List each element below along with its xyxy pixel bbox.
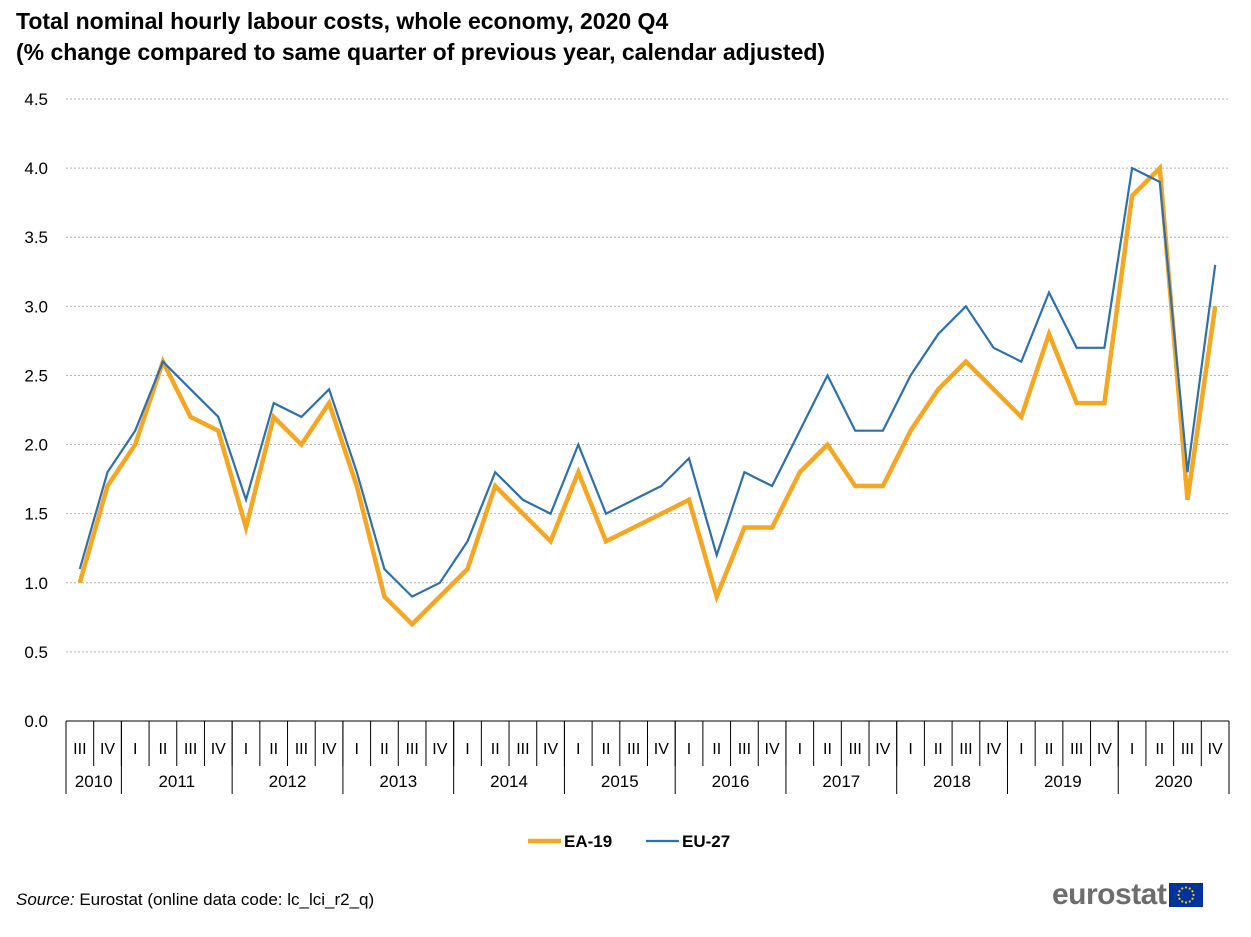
series-lines bbox=[77, 163, 1218, 628]
source-note: Source: Eurostat (online data code: lc_l… bbox=[16, 890, 374, 910]
flag-star bbox=[1177, 893, 1180, 897]
x-tick-label-quarter: III bbox=[1181, 741, 1194, 758]
x-tick-label-year: 2016 bbox=[712, 772, 750, 791]
x-tick-label-quarter: IV bbox=[875, 741, 890, 758]
x-tick-label-quarter: II bbox=[380, 741, 389, 758]
x-tick-label-quarter: II bbox=[1045, 741, 1054, 758]
x-tick-label-quarter: III bbox=[627, 741, 640, 758]
x-tick-label-quarter: IV bbox=[100, 741, 115, 758]
y-tick-label: 4.5 bbox=[24, 90, 48, 109]
x-tick-label-quarter: I bbox=[687, 741, 691, 758]
flag-star bbox=[1185, 901, 1188, 904]
series-line-eu-27 bbox=[78, 166, 1217, 598]
y-tick-label: 2.0 bbox=[24, 436, 48, 455]
x-tick-label-quarter: IV bbox=[1097, 741, 1112, 758]
y-tick-label: 3.0 bbox=[24, 297, 48, 316]
x-tick-label-quarter: I bbox=[244, 741, 248, 758]
y-tick-label: 4.0 bbox=[24, 159, 48, 178]
eurostat-logo-text: eurostat bbox=[1052, 878, 1167, 911]
series-line-ea-19 bbox=[77, 163, 1218, 628]
flag-star bbox=[1192, 893, 1195, 897]
x-tick-label-quarter: IV bbox=[765, 741, 780, 758]
x-tick-label-quarter: III bbox=[1070, 741, 1083, 758]
x-tick-label-year: 2020 bbox=[1155, 772, 1193, 791]
x-tick-label-quarter: I bbox=[1130, 741, 1134, 758]
x-tick-label-year: 2017 bbox=[822, 772, 860, 791]
y-tick-label: 1.0 bbox=[24, 574, 48, 593]
x-tick-label-year: 2013 bbox=[379, 772, 417, 791]
x-tick-label-quarter: II bbox=[934, 741, 943, 758]
x-tick-label-year: 2011 bbox=[158, 772, 195, 791]
x-tick-label-quarter: II bbox=[602, 741, 611, 758]
eu-flag-icon bbox=[1169, 883, 1204, 907]
flag-star bbox=[1178, 890, 1181, 893]
x-tick-label-quarter: IV bbox=[321, 741, 336, 758]
x-tick-label-quarter: I bbox=[1019, 741, 1023, 758]
gridlines bbox=[66, 98, 1229, 653]
legend-label-ea-19: EA-19 bbox=[564, 832, 612, 851]
x-tick-label-quarter: IV bbox=[211, 741, 226, 758]
chart-subtitle: (% change compared to same quarter of pr… bbox=[16, 39, 826, 65]
x-tick-label-quarter: III bbox=[295, 741, 308, 758]
legend: EA-19 EU-27 bbox=[528, 832, 730, 851]
x-tick-label-quarter: II bbox=[1155, 741, 1164, 758]
x-tick-label-quarter: II bbox=[712, 741, 721, 758]
flag-star bbox=[1189, 900, 1192, 903]
x-tick-label-year: 2015 bbox=[601, 772, 639, 791]
y-tick-label: 3.5 bbox=[24, 228, 48, 247]
x-tick-label-quarter: II bbox=[491, 741, 500, 758]
x-tick-label-year: 2019 bbox=[1044, 772, 1082, 791]
x-tick-label-quarter: I bbox=[133, 741, 137, 758]
x-tick-label-quarter: III bbox=[73, 741, 86, 758]
x-tick-label-quarter: III bbox=[738, 741, 751, 758]
y-axis-ticks: 0.0 0.5 1.0 1.5 2.0 2.5 3.0 3.5 4.0 4.5 bbox=[24, 90, 48, 731]
flag-star bbox=[1189, 887, 1192, 890]
x-tick-label-quarter: IV bbox=[654, 741, 669, 758]
x-tick-label-year: 2012 bbox=[269, 772, 307, 791]
y-tick-label: 0.0 bbox=[24, 712, 48, 731]
x-tick-label-quarter: I bbox=[798, 741, 802, 758]
x-tick-label-year: 2018 bbox=[933, 772, 971, 791]
x-tick-label-quarter: IV bbox=[986, 741, 1001, 758]
x-tick-label-quarter: III bbox=[184, 741, 197, 758]
x-tick-label-quarter: I bbox=[576, 741, 580, 758]
x-tick-label-quarter: I bbox=[465, 741, 469, 758]
flag-star bbox=[1191, 897, 1194, 900]
x-tick-label-quarter: III bbox=[516, 741, 529, 758]
x-tick-label-quarter: IV bbox=[432, 741, 447, 758]
y-tick-label: 2.5 bbox=[24, 366, 48, 385]
flag-star bbox=[1178, 897, 1181, 900]
x-tick-label-year: 2010 bbox=[75, 772, 113, 791]
eurostat-logo: eurostat bbox=[1052, 878, 1204, 912]
flag-star bbox=[1191, 890, 1194, 893]
x-tick-label-year: 2014 bbox=[490, 772, 528, 791]
x-tick-label-quarter: II bbox=[158, 741, 167, 758]
x-tick-label-quarter: III bbox=[405, 741, 418, 758]
x-tick-label-quarter: III bbox=[959, 741, 972, 758]
x-tick-label-quarter: I bbox=[908, 741, 912, 758]
y-tick-label: 1.5 bbox=[24, 505, 48, 524]
legend-label-eu-27: EU-27 bbox=[682, 832, 730, 851]
x-tick-label-quarter: II bbox=[269, 741, 278, 758]
x-tick-label-quarter: I bbox=[355, 741, 359, 758]
source-label: Source: bbox=[16, 890, 75, 909]
x-tick-label-quarter: IV bbox=[543, 741, 558, 758]
y-tick-label: 0.5 bbox=[24, 643, 48, 662]
x-tick-label-quarter: III bbox=[849, 741, 862, 758]
x-axis: III IV I II III IV I II III IV I II III IV I II III IV I II… bbox=[65, 720, 1230, 794]
source-text: Eurostat (online data code: lc_lci_r2_q) bbox=[79, 890, 375, 909]
chart-title: Total nominal hourly labour costs, whole… bbox=[16, 6, 825, 68]
flag-star bbox=[1181, 900, 1184, 903]
x-tick-label-quarter: IV bbox=[1208, 741, 1223, 758]
chart-title-line1: Total nominal hourly labour costs, whole… bbox=[16, 8, 669, 34]
flag-star bbox=[1181, 887, 1184, 890]
x-tick-label-quarter: II bbox=[823, 741, 832, 758]
flag-star bbox=[1185, 886, 1188, 889]
